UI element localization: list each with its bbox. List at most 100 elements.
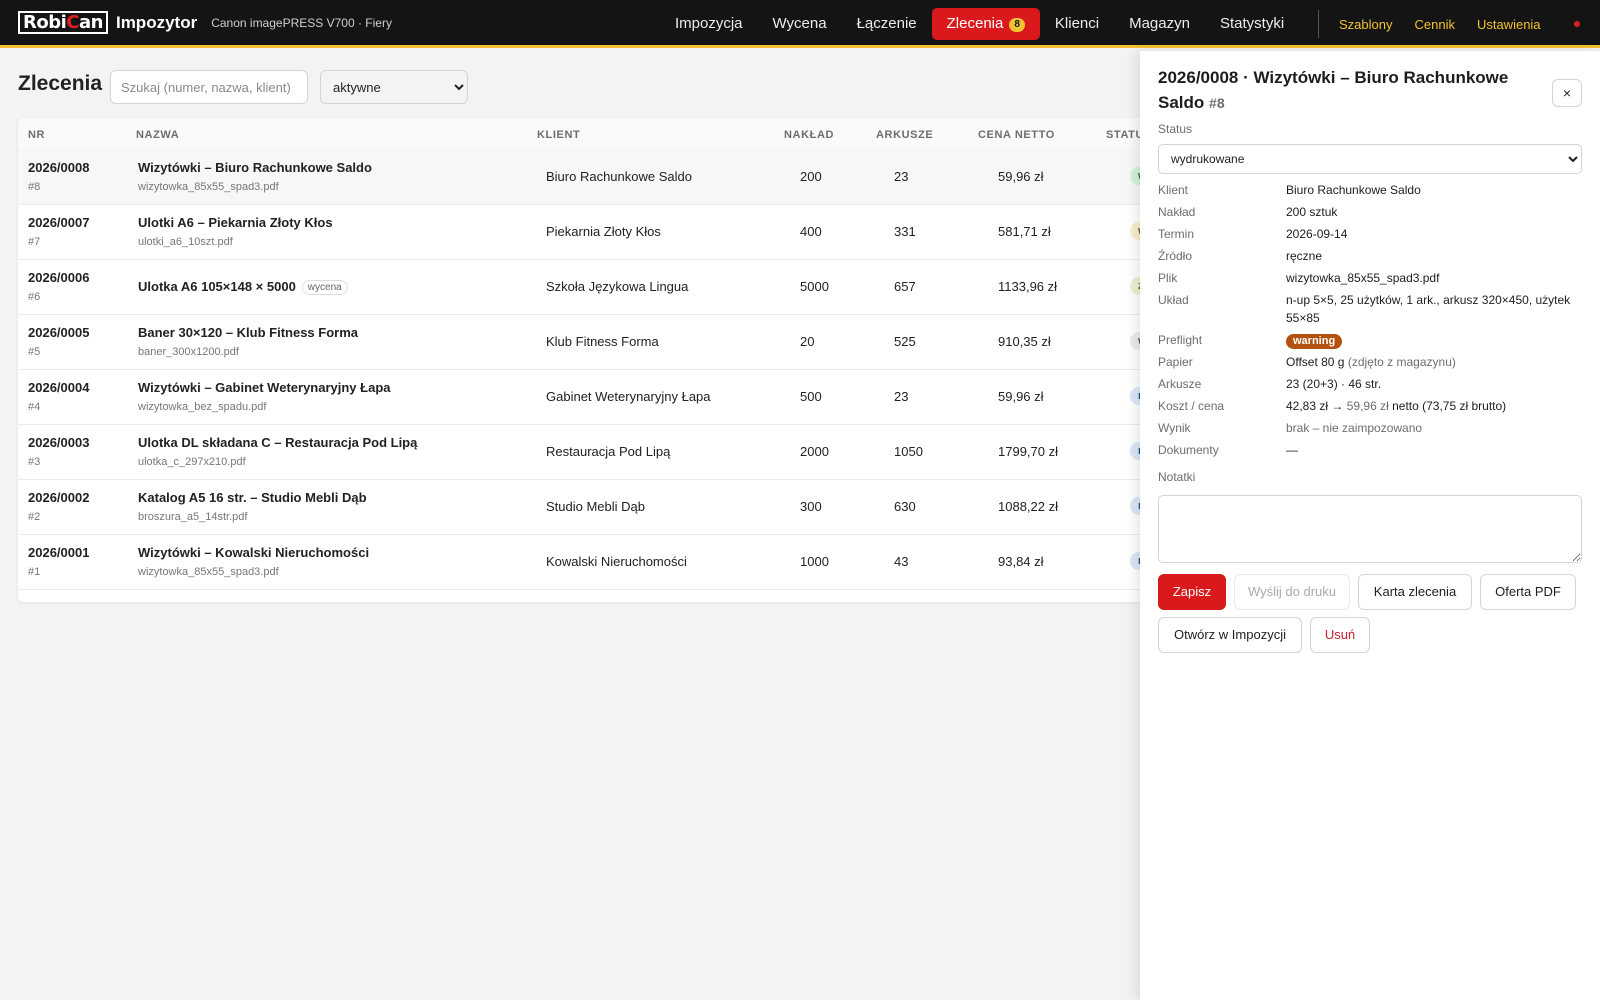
connection-status-dot <box>1574 21 1580 27</box>
col-header-name[interactable]: NAZWA <box>136 129 180 141</box>
order-sheets: 630 <box>894 499 916 514</box>
col-header-nr[interactable]: NR <box>28 129 46 141</box>
device-name: Canon imagePRESS V700 · Fiery <box>211 15 392 30</box>
order-client: Piekarnia Złoty Kłos <box>546 224 661 239</box>
order-client: Klub Fitness Forma <box>546 334 659 349</box>
field-value-source: ręczne <box>1286 249 1323 263</box>
order-id: #2 <box>28 511 41 523</box>
col-header-client[interactable]: KLIENT <box>537 129 581 141</box>
nav-divider <box>1318 10 1319 38</box>
order-sheets: 43 <box>894 554 909 569</box>
send-to-print-button[interactable]: Wyślij do druku <box>1234 574 1350 610</box>
status-label: Status <box>1158 122 1193 136</box>
order-sheets: 23 <box>894 389 909 404</box>
field-key-file: Plik <box>1158 271 1178 285</box>
order-client: Szkoła Językowa Lingua <box>546 279 689 294</box>
order-file: ulotka_c_297x210.pdf <box>138 456 246 468</box>
table-row[interactable]: 2026/0002 #2 Katalog A5 16 str. – Studio… <box>18 479 1178 535</box>
app-name: Impozytor <box>115 12 198 32</box>
status-select[interactable]: wydrukowane <box>1158 144 1582 174</box>
order-number: 2026/0003 <box>28 435 90 450</box>
col-header-sheets[interactable]: ARKUSZE <box>876 129 934 141</box>
table-header <box>18 118 1178 152</box>
order-card-button[interactable]: Karta zlecenia <box>1358 574 1472 610</box>
notes-label: Notatki <box>1158 470 1196 484</box>
order-name: Wizytówki – Biuro Rachunkowe Saldo <box>138 160 372 175</box>
field-key-deadline: Termin <box>1158 227 1195 241</box>
field-value-layout: n-up 5×5, 25 użytków, 1 ark., arkusz 320… <box>1286 293 1571 325</box>
order-price: 93,84 zł <box>998 554 1044 569</box>
nav-statystyki[interactable]: Statystyki <box>1205 8 1299 40</box>
order-qty: 300 <box>800 499 822 514</box>
status-filter-select[interactable]: aktywne <box>320 70 468 104</box>
table-row[interactable]: 2026/0001 #1 Wizytówki – Kowalski Nieruc… <box>18 534 1178 590</box>
order-sheets: 657 <box>894 279 916 294</box>
nav-laczenie[interactable]: Łączenie <box>842 8 932 40</box>
cost-value: 42,83 zł → <box>1286 399 1344 413</box>
field-value-result: brak – nie zaimpozowano <box>1286 421 1423 435</box>
col-header-qty[interactable]: NAKŁAD <box>784 129 835 141</box>
nav-label: Impozycja <box>675 15 743 32</box>
drawer-title-text: 2026/0008 · Wizytówki – Biuro Rachunkowe… <box>1158 68 1509 112</box>
order-detail-drawer: 2026/0008 · Wizytówki – Biuro Rachunkowe… <box>1140 51 1600 1000</box>
order-sheets: 1050 <box>894 444 923 459</box>
nav-magazyn[interactable]: Magazyn <box>1114 8 1205 40</box>
table-row[interactable]: 2026/0003 #3 Ulotka DL składana C – Rest… <box>18 424 1178 480</box>
order-price: 59,96 zł <box>998 169 1044 184</box>
secondary-nav: Szablony Cennik Ustawienia <box>1328 8 1552 40</box>
order-id: #1 <box>28 566 41 578</box>
order-price: 1133,96 zł <box>998 279 1058 294</box>
field-key-documents: Dokumenty <box>1158 443 1219 457</box>
field-value-client: Biuro Rachunkowe Saldo <box>1286 183 1421 197</box>
order-file: wizytowka_85x55_spad3.pdf <box>138 566 279 578</box>
order-number: 2026/0007 <box>28 215 90 230</box>
close-button[interactable]: × <box>1552 79 1582 107</box>
search-input[interactable] <box>110 70 308 104</box>
nav-impozycja[interactable]: Impozycja <box>660 8 758 40</box>
table-row[interactable]: 2026/0008 #8 Wizytówki – Biuro Rachunkow… <box>18 149 1178 205</box>
order-price: 581,71 zł <box>998 224 1051 239</box>
order-number: 2026/0004 <box>28 380 90 395</box>
link-ustawienia[interactable]: Ustawienia <box>1476 16 1541 32</box>
field-value-qty: 200 sztuk <box>1286 205 1338 219</box>
order-client: Kowalski Nieruchomości <box>546 554 687 569</box>
nav-zlecenia[interactable]: Zlecenia 8 <box>931 8 1040 40</box>
table-row[interactable]: 2026/0004 #4 Wizytówki – Gabinet Weteryn… <box>18 369 1178 425</box>
logo-text: Robi <box>23 12 67 33</box>
field-value-documents: — <box>1286 443 1298 457</box>
order-qty: 2000 <box>800 444 829 459</box>
nav-wycena[interactable]: Wycena <box>758 8 842 40</box>
order-file: ulotki_a6_10szt.pdf <box>138 236 233 248</box>
order-number: 2026/0002 <box>28 490 90 505</box>
drawer-title: 2026/0008 · Wizytówki – Biuro Rachunkowe… <box>1158 65 1538 116</box>
field-key-preflight: Preflight <box>1158 333 1203 347</box>
table-row[interactable]: 2026/0007 #7 Ulotki A6 – Piekarnia Złoty… <box>18 204 1178 260</box>
order-client: Biuro Rachunkowe Saldo <box>546 169 692 184</box>
logo-text-end: an <box>79 12 103 33</box>
offer-pdf-button[interactable]: Oferta PDF <box>1480 574 1576 610</box>
nav-klienci[interactable]: Klienci <box>1040 8 1114 40</box>
field-key-source: Źródło <box>1158 249 1193 263</box>
field-key-qty: Nakład <box>1158 205 1196 219</box>
save-button[interactable]: Zapisz <box>1158 574 1226 610</box>
table-row[interactable]: 2026/0005 #5 Baner 30×120 – Klub Fitness… <box>18 314 1178 370</box>
delete-button[interactable]: Usuń <box>1310 617 1370 653</box>
notes-textarea[interactable] <box>1158 495 1582 563</box>
field-value-deadline: 2026-09-14 <box>1286 227 1348 241</box>
order-client: Studio Mebli Dąb <box>546 499 645 514</box>
nav-label: Magazyn <box>1129 15 1190 32</box>
order-qty: 200 <box>800 169 822 184</box>
close-icon: × <box>1562 85 1572 101</box>
link-cennik[interactable]: Cennik <box>1414 16 1455 32</box>
field-key-paper: Papier <box>1158 355 1193 369</box>
open-in-imposition-button[interactable]: Otwórz w Impozycji <box>1158 617 1302 653</box>
order-sheets: 23 <box>894 169 909 184</box>
link-szablony[interactable]: Szablony <box>1339 16 1393 32</box>
drawer-order-id: #8 <box>1209 95 1225 111</box>
order-file: baner_300x1200.pdf <box>138 346 239 358</box>
table-row[interactable]: 2026/0006 #6 Ulotka A6 105×148 × 5000 wyc… <box>18 259 1178 315</box>
col-header-price[interactable]: CENA NETTO <box>978 129 1055 141</box>
field-value-sheets: 23 (20+3) · 46 str. <box>1286 377 1382 391</box>
nav-label: Łączenie <box>856 15 917 32</box>
order-sheets: 331 <box>894 224 916 239</box>
